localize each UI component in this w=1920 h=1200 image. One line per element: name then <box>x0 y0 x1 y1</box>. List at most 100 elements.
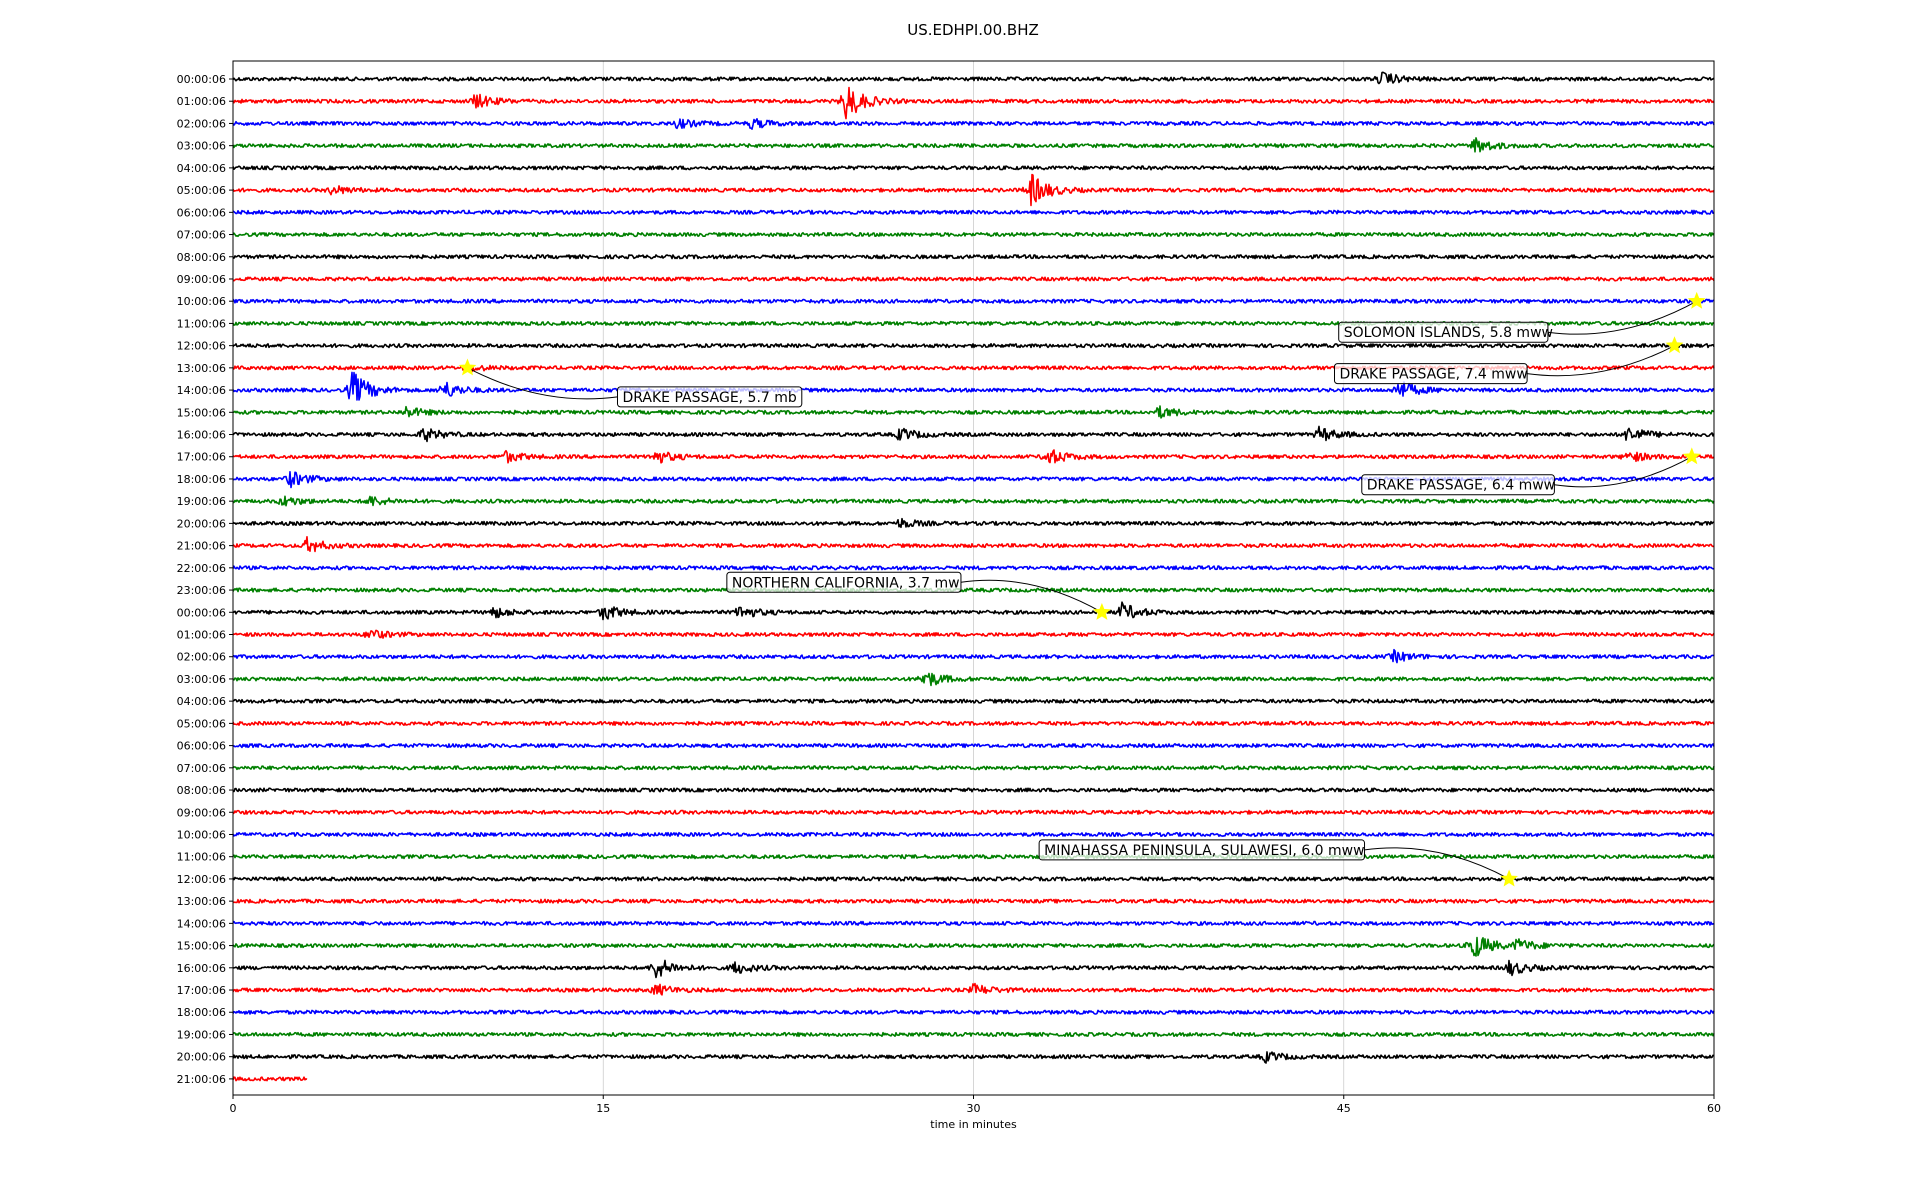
row-time-label-4: 04:00:06 <box>177 162 226 175</box>
trace-row-33 <box>232 809 1715 815</box>
grid-lines <box>602 61 1345 1095</box>
trace-row-16 <box>232 425 1715 443</box>
trace-row-31 <box>232 765 1715 771</box>
x-axis-label: time in minutes <box>930 1118 1017 1131</box>
row-time-label-19: 19:00:06 <box>177 495 226 508</box>
x-tick-label-0: 0 <box>230 1102 237 1115</box>
annotation-label-1: DRAKE PASSAGE, 7.4 mww <box>1340 367 1528 383</box>
event-star-icon-0 <box>1687 291 1706 309</box>
annotation-connector-4 <box>960 579 1103 613</box>
trace-row-28 <box>232 698 1715 704</box>
trace-row-0 <box>232 71 1715 85</box>
row-time-label-11: 11:00:06 <box>177 317 226 330</box>
trace-row-36 <box>232 876 1715 882</box>
event-annotation-1: DRAKE PASSAGE, 7.4 mww <box>1334 336 1684 385</box>
row-time-label-3: 03:00:06 <box>177 140 226 153</box>
row-time-label-37: 13:00:06 <box>177 895 226 908</box>
event-star-icon-1 <box>1665 336 1684 354</box>
row-time-label-17: 17:00:06 <box>177 451 226 464</box>
event-star-icon-4 <box>1092 602 1111 620</box>
trace-row-39 <box>232 936 1715 957</box>
row-time-label-33: 09:00:06 <box>177 806 226 819</box>
annotation-label-5: MINAHASSA PENINSULA, SULAWESI, 6.0 mww <box>1044 843 1364 859</box>
row-time-label-44: 20:00:06 <box>177 1051 226 1064</box>
row-time-label-31: 07:00:06 <box>177 762 226 775</box>
trace-row-1 <box>232 86 1715 120</box>
trace-row-8 <box>232 254 1715 260</box>
row-time-label-2: 02:00:06 <box>177 117 226 130</box>
row-time-label-20: 20:00:06 <box>177 517 226 530</box>
row-time-label-36: 12:00:06 <box>177 873 226 886</box>
annotation-label-3: DRAKE PASSAGE, 6.4 mww <box>1367 478 1555 494</box>
annotation-group: SOLOMON ISLANDS, 5.8 mww DRAKE PASSAGE, 7… <box>458 291 1706 887</box>
row-time-label-13: 13:00:06 <box>177 362 226 375</box>
row-time-label-34: 10:00:06 <box>177 828 226 841</box>
row-time-label-23: 23:00:06 <box>177 584 226 597</box>
annotation-label-4: NORTHERN CALIFORNIA, 3.7 mw <box>732 575 960 591</box>
trace-row-37 <box>232 898 1715 904</box>
trace-group <box>232 71 1715 1082</box>
row-time-label-21: 21:00:06 <box>177 540 226 553</box>
trace-row-23 <box>232 587 1715 593</box>
row-time-label-43: 19:00:06 <box>177 1028 226 1041</box>
annotation-box-4 <box>726 571 962 593</box>
event-star-icon-2 <box>458 358 477 376</box>
trace-row-25 <box>232 629 1715 639</box>
trace-row-19 <box>232 495 1715 507</box>
trace-row-20 <box>232 517 1715 529</box>
row-time-label-15: 15:00:06 <box>177 406 226 419</box>
annotation-box-2 <box>616 386 803 408</box>
trace-row-29 <box>232 720 1715 726</box>
trace-row-38 <box>232 920 1715 926</box>
annotation-connector-3 <box>1554 456 1693 488</box>
trace-row-41 <box>232 982 1715 996</box>
annotation-connector-1 <box>1527 345 1675 377</box>
row-time-label-14: 14:00:06 <box>177 384 226 397</box>
trace-row-34 <box>232 831 1715 838</box>
row-time-label-9: 09:00:06 <box>177 273 226 286</box>
trace-row-7 <box>232 231 1715 238</box>
row-time-label-0: 00:00:06 <box>177 73 226 86</box>
row-time-label-35: 11:00:06 <box>177 851 226 864</box>
x-tick-label-4: 60 <box>1707 1102 1721 1115</box>
trace-row-10 <box>232 298 1715 304</box>
trace-row-32 <box>232 787 1715 793</box>
event-annotation-0: SOLOMON ISLANDS, 5.8 mww <box>1338 291 1706 343</box>
annotation-connector-2 <box>467 367 618 400</box>
event-star-icon-5 <box>1500 869 1518 887</box>
trace-row-40 <box>232 959 1715 979</box>
row-time-label-45: 21:00:06 <box>177 1073 226 1086</box>
x-tick-label-2: 30 <box>967 1102 981 1115</box>
row-time-label-41: 17:00:06 <box>177 984 226 997</box>
trace-row-30 <box>232 743 1715 749</box>
trace-row-24 <box>232 601 1715 621</box>
event-annotation-3: DRAKE PASSAGE, 6.4 mww <box>1361 447 1701 496</box>
row-time-label-8: 08:00:06 <box>177 251 226 264</box>
chart-title: US.EDHPI.00.BHZ <box>907 21 1039 39</box>
trace-row-9 <box>232 276 1715 282</box>
trace-row-3 <box>232 137 1715 153</box>
row-time-label-26: 02:00:06 <box>177 651 226 664</box>
trace-row-2 <box>232 118 1715 130</box>
annotation-box-1 <box>1334 363 1528 385</box>
row-time-label-38: 14:00:06 <box>177 917 226 930</box>
row-time-label-12: 12:00:06 <box>177 340 226 353</box>
row-time-label-30: 06:00:06 <box>177 740 226 753</box>
event-star-icon-3 <box>1682 447 1701 465</box>
x-axis-ticks: 0 15 30 45 60 <box>230 1095 1721 1115</box>
trace-row-14 <box>232 371 1715 401</box>
row-time-label-1: 01:00:06 <box>177 95 226 108</box>
row-time-label-6: 06:00:06 <box>177 206 226 219</box>
trace-row-45 <box>232 1076 308 1082</box>
row-time-label-16: 16:00:06 <box>177 429 226 442</box>
trace-row-4 <box>232 165 1715 171</box>
annotation-box-0 <box>1338 321 1549 343</box>
row-time-label-24: 00:00:06 <box>177 606 226 619</box>
x-tick-label-1: 15 <box>596 1102 610 1115</box>
trace-row-21 <box>232 536 1715 553</box>
annotation-label-2: DRAKE PASSAGE, 5.7 mb <box>622 390 796 406</box>
trace-row-5 <box>232 173 1715 207</box>
row-time-label-40: 16:00:06 <box>177 962 226 975</box>
row-time-label-5: 05:00:06 <box>177 184 226 197</box>
